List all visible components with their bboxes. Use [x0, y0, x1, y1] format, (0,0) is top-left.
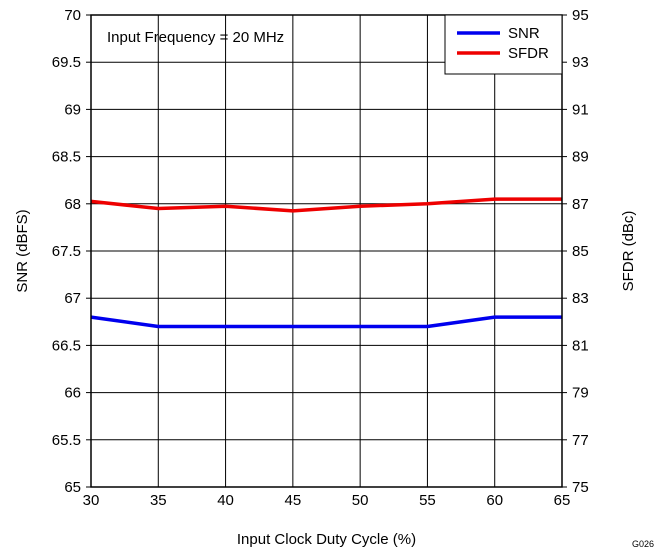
- grid-lines: [91, 15, 562, 487]
- x-tick-label: 65: [554, 492, 571, 509]
- y-tick-label-left: 69.5: [52, 54, 81, 71]
- y-tick-label-right: 93: [572, 54, 589, 71]
- tick-labels: 30 35 40 45 50 55 60 65 65 65.5 66 66.5 67 67.5 68 68.5…: [52, 7, 589, 509]
- y-tick-label-right: 75: [572, 479, 589, 496]
- x-tick-label: 60: [486, 492, 503, 509]
- y-axis-title-left: SNR (dBFS): [14, 209, 31, 292]
- series-line-snr: [90, 315, 562, 329]
- legend-label-sfdr: SFDR: [508, 45, 549, 62]
- annotation-input-frequency: Input Frequency = 20 MHz: [107, 29, 284, 46]
- y-tick-label-left: 70: [64, 7, 81, 24]
- y-tick-label-right: 89: [572, 149, 589, 166]
- series-line-sfdr: [90, 197, 562, 213]
- y-tick-label-right: 83: [572, 290, 589, 307]
- x-tick-label: 40: [217, 492, 234, 509]
- y-tick-label-right: 91: [572, 101, 589, 118]
- x-axis-title: Input Clock Duty Cycle (%): [237, 531, 416, 548]
- series-lines: [90, 197, 562, 329]
- y-tick-label-left: 67.5: [52, 243, 81, 260]
- x-tick-label: 35: [150, 492, 167, 509]
- y-tick-label-right: 95: [572, 7, 589, 24]
- y-tick-label-left: 66: [64, 385, 81, 402]
- y-tick-label-left: 68: [64, 196, 81, 213]
- x-tick-label: 30: [83, 492, 100, 509]
- legend-box: [444, 14, 563, 75]
- legend: SNR SFDR: [444, 14, 563, 75]
- y-tick-label-left: 65: [64, 479, 81, 496]
- x-tick-label: 55: [419, 492, 436, 509]
- y-tick-label-right: 87: [572, 196, 589, 213]
- y-tick-label-left: 67: [64, 290, 81, 307]
- y-tick-label-left: 66.5: [52, 337, 81, 354]
- y-tick-label-right: 79: [572, 385, 589, 402]
- x-tick-label: 50: [352, 492, 369, 509]
- y-tick-label-left: 68.5: [52, 149, 81, 166]
- legend-label-snr: SNR: [508, 25, 540, 42]
- y-tick-label-left: 69: [64, 101, 81, 118]
- y-tick-label-right: 81: [572, 337, 589, 354]
- y-tick-label-right: 85: [572, 243, 589, 260]
- figure-id: G026: [632, 539, 654, 549]
- y-axis-title-right: SFDR (dBc): [620, 211, 637, 292]
- y-tick-label-left: 65.5: [52, 432, 81, 449]
- x-tick-label: 45: [285, 492, 302, 509]
- y-tick-label-right: 77: [572, 432, 589, 449]
